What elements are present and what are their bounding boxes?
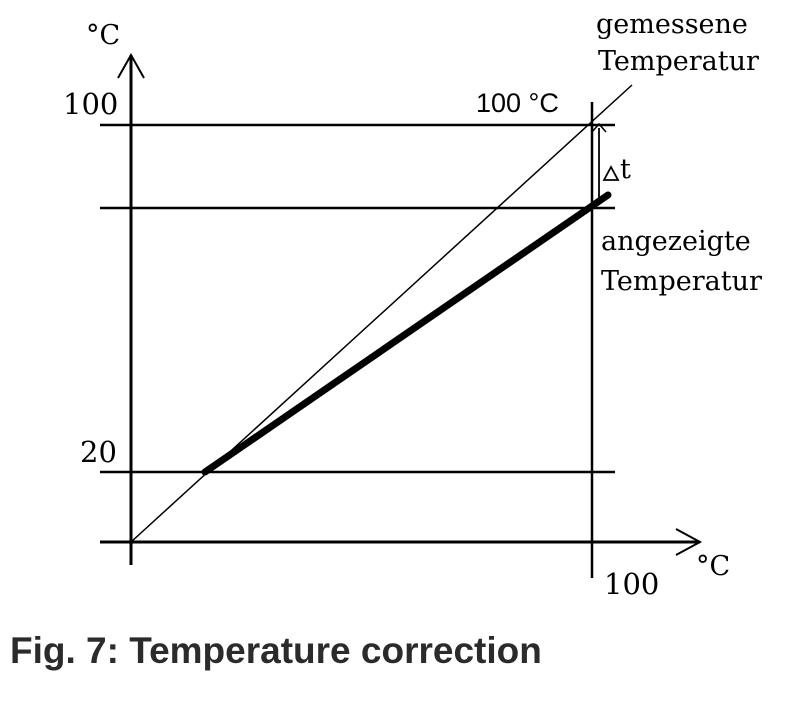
point-100-label: 100 °C — [476, 88, 559, 118]
x-axis-unit: °C — [696, 551, 730, 582]
displayed-label-line2: Temperatur — [601, 266, 762, 297]
x-tick-100: 100 — [604, 567, 659, 601]
displayed-temperature-line — [201, 191, 612, 476]
triangle-delta-icon — [602, 165, 620, 181]
figure-caption: Fig. 7: Temperature correction — [10, 630, 542, 671]
y-axis-unit: °C — [86, 20, 120, 51]
delta-t-arrow-icon — [591, 122, 607, 133]
displayed-label-line1: angezeigte — [601, 226, 751, 257]
x-axis-arrow-icon — [675, 528, 703, 556]
measured-label-line2: Temperatur — [598, 46, 759, 77]
y-tick-100: 100 — [63, 87, 118, 121]
delta-t-label: t — [620, 154, 631, 185]
measured-label-line1: gemessene — [596, 9, 748, 40]
temperature-correction-diagram: °C °C 100 20 100 100 °C gemessene Temper… — [63, 9, 762, 601]
y-tick-20: 20 — [80, 435, 117, 469]
y-axis-arrow-icon — [117, 52, 145, 79]
